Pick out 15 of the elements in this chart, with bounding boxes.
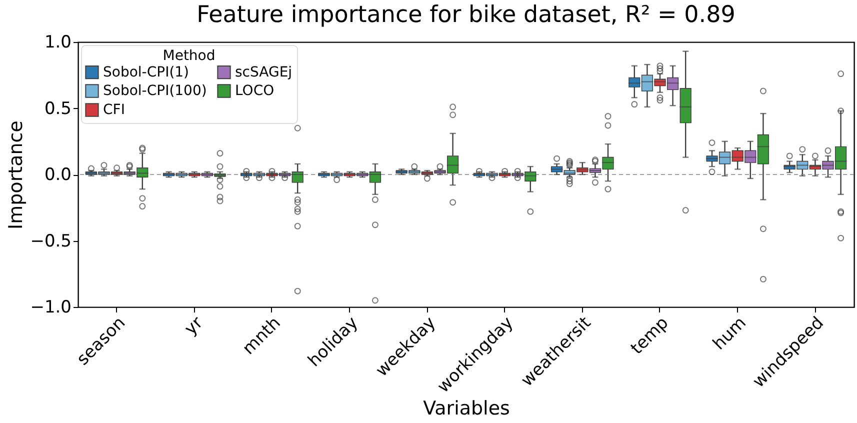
legend-label: scSAGEj xyxy=(235,64,292,80)
legend-label: CFI xyxy=(103,102,125,118)
y-tick-label: 0.0 xyxy=(44,165,72,185)
chart-title: Feature importance for bike dataset, R² = 0.89 xyxy=(196,2,736,28)
y-tick-label: −0.5 xyxy=(30,231,72,252)
legend-title: Method xyxy=(162,48,216,64)
y-tick-label: 0.5 xyxy=(44,98,72,119)
legend-label: LOCO xyxy=(235,83,274,99)
legend-label: Sobol-CPI(1) xyxy=(103,64,190,80)
x-tick-label: yr xyxy=(180,313,208,340)
legend-label: Sobol-CPI(100) xyxy=(103,83,207,99)
y-axis-title: Importance xyxy=(5,120,28,230)
y-tick-label: −1.0 xyxy=(30,298,72,318)
x-axis-title: Variables xyxy=(423,398,510,420)
y-tick-label: 1.0 xyxy=(44,32,72,52)
